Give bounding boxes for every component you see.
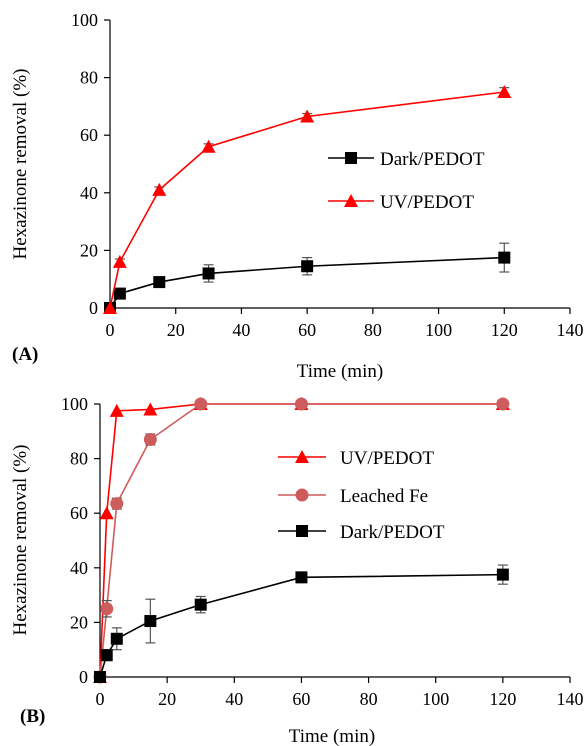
legend-marker-square xyxy=(345,152,357,164)
data-point-dark-pedot xyxy=(498,251,511,264)
x-tick-label: 0 xyxy=(96,689,105,709)
panel-b-legend: UV/PEDOT Leached Fe Dark/PEDOT xyxy=(278,448,445,543)
x-tick-label: 60 xyxy=(292,689,310,709)
data-point-dark-pedot xyxy=(301,260,314,273)
panel-b-chart: 0 20 40 60 80 100 0 20 40 60 80 100 120 140 Hexazino… xyxy=(10,394,584,746)
y-tick-label: 0 xyxy=(89,298,98,318)
data-point-leached-fe xyxy=(100,602,114,616)
data-point-dark-pedot xyxy=(295,571,308,584)
x-tick-label: 20 xyxy=(167,320,185,340)
x-tick-label: 80 xyxy=(364,320,382,340)
data-point-dark-pedot xyxy=(153,276,166,289)
y-tick-label: 80 xyxy=(70,449,88,469)
data-point-uv-pedot xyxy=(143,402,158,416)
data-point-dark-pedot xyxy=(94,671,106,683)
x-tick-label: 20 xyxy=(158,689,176,709)
data-point-uv-pedot xyxy=(201,139,216,153)
panel-a-x-axis-label: Time (min) xyxy=(297,361,383,382)
panel-a-series xyxy=(103,85,512,314)
panel-a-x-ticks: 0 20 40 60 80 100 120 140 xyxy=(106,308,584,340)
data-point-uv-pedot xyxy=(152,182,167,196)
legend-label-leached-fe: Leached Fe xyxy=(340,486,428,507)
data-point-leached-fe xyxy=(143,432,157,446)
panel-b-y-ticks: 0 20 40 60 80 100 xyxy=(61,394,100,687)
x-tick-label: 0 xyxy=(106,320,115,340)
panel-b-x-axis-label: Time (min) xyxy=(289,726,375,746)
y-tick-label: 100 xyxy=(71,10,98,30)
legend-item-uv-pedot-b: UV/PEDOT xyxy=(278,448,434,469)
panel-a-legend: Dark/PEDOT UV/PEDOT xyxy=(328,149,485,213)
y-tick-label: 60 xyxy=(80,125,98,145)
data-point-uv-pedot xyxy=(300,109,315,123)
legend-item-uv-pedot: UV/PEDOT xyxy=(328,192,474,213)
data-point-leached-fe xyxy=(194,397,208,411)
x-tick-label: 140 xyxy=(557,320,584,340)
x-tick-label: 40 xyxy=(225,689,243,709)
y-tick-label: 40 xyxy=(80,183,98,203)
y-tick-label: 0 xyxy=(79,667,88,687)
data-point-dark-pedot xyxy=(202,267,215,280)
legend-label-uv-pedot: UV/PEDOT xyxy=(340,448,434,469)
x-tick-label: 100 xyxy=(425,320,452,340)
panel-a-chart: 0 20 40 60 80 100 0 20 40 60 80 100 120 140 Hexazino… xyxy=(10,10,584,382)
y-tick-label: 20 xyxy=(70,612,88,632)
series-line-dark-pedot xyxy=(99,573,503,678)
y-tick-label: 100 xyxy=(61,394,88,414)
x-tick-label: 120 xyxy=(491,320,518,340)
legend-label-dark-pedot: Dark/PEDOT xyxy=(380,149,485,170)
panel-b-x-ticks: 0 20 40 60 80 100 120 140 xyxy=(96,677,584,709)
x-tick-label: 140 xyxy=(557,689,584,709)
series-line-uv-pedot xyxy=(109,91,505,309)
legend-marker-circle xyxy=(295,488,309,502)
legend-marker-square xyxy=(296,525,308,537)
data-point-dark-pedot xyxy=(194,598,207,611)
data-point-leached-fe xyxy=(294,397,308,411)
data-point-leached-fe xyxy=(110,497,124,511)
legend-label-uv-pedot: UV/PEDOT xyxy=(380,192,474,213)
x-tick-label: 120 xyxy=(489,689,516,709)
data-point-dark-pedot xyxy=(496,568,509,581)
data-point-dark-pedot xyxy=(144,615,157,628)
data-point-dark-pedot xyxy=(110,632,123,645)
y-tick-label: 20 xyxy=(80,240,98,260)
data-point-uv-pedot xyxy=(99,506,114,520)
legend-label-dark-pedot: Dark/PEDOT xyxy=(340,522,445,543)
data-point-uv-pedot xyxy=(497,85,512,98)
legend-item-dark-pedot-b: Dark/PEDOT xyxy=(278,522,445,543)
x-tick-label: 80 xyxy=(360,689,378,709)
data-point-dark-pedot xyxy=(100,649,113,662)
data-point-uv-pedot xyxy=(109,403,124,417)
y-tick-label: 80 xyxy=(80,68,98,88)
data-point-dark-pedot xyxy=(113,287,126,300)
panel-a-label: (A) xyxy=(12,344,38,365)
data-point-uv-pedot xyxy=(103,301,117,314)
panel-b-series xyxy=(93,397,510,684)
y-tick-label: 60 xyxy=(70,503,88,523)
x-tick-label: 40 xyxy=(232,320,250,340)
y-tick-label: 40 xyxy=(70,558,88,578)
legend-marker-triangle xyxy=(344,194,358,207)
panel-a-y-axis-label: Hexazinone removal (%) xyxy=(10,69,31,260)
panel-b-label: (B) xyxy=(20,706,45,727)
legend-item-leached-fe: Leached Fe xyxy=(278,486,428,507)
panel-a-y-ticks: 0 20 40 60 80 100 xyxy=(71,10,110,318)
data-point-leached-fe xyxy=(496,397,510,411)
legend-item-dark-pedot: Dark/PEDOT xyxy=(328,149,485,170)
data-point-uv-pedot xyxy=(112,254,127,268)
x-tick-label: 60 xyxy=(298,320,316,340)
panel-b-y-axis-label: Hexazinone removal (%) xyxy=(10,445,31,636)
legend-marker-triangle xyxy=(295,450,309,463)
x-tick-label: 100 xyxy=(422,689,449,709)
